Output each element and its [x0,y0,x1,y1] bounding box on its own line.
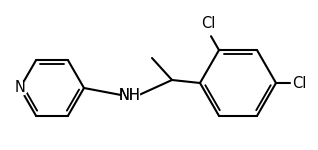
Text: Cl: Cl [292,75,306,90]
Text: Cl: Cl [201,16,215,31]
Text: NH: NH [119,87,141,102]
Text: NH: NH [119,87,141,102]
Text: N: N [15,81,25,96]
